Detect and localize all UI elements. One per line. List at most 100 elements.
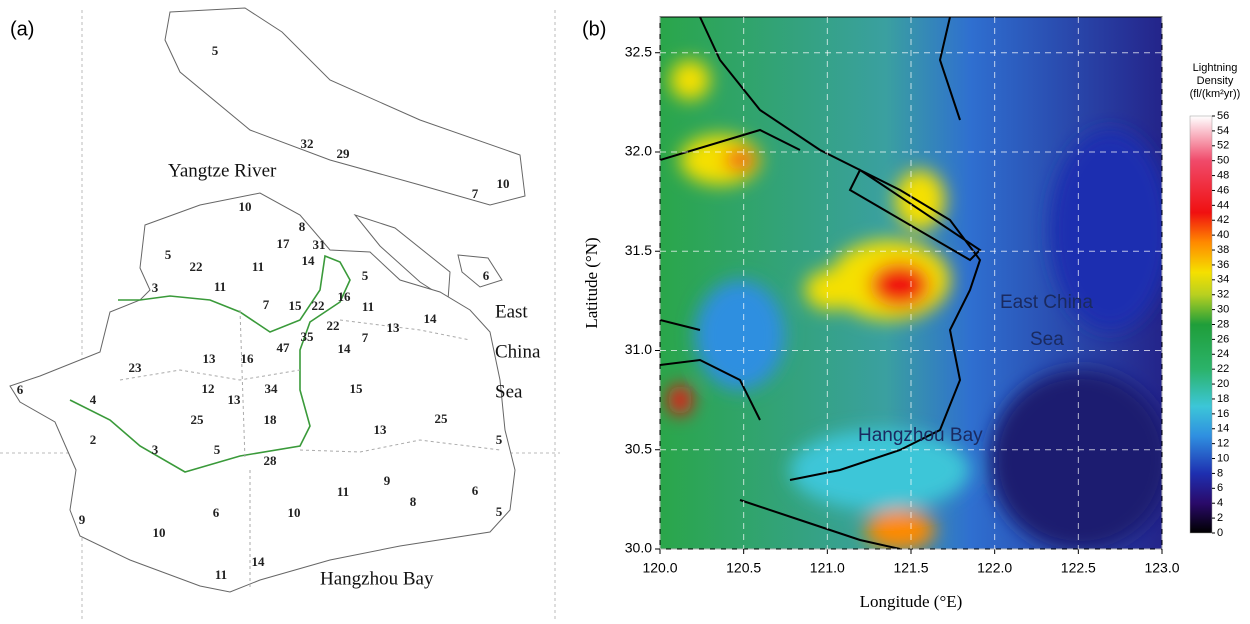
colorbar-tick-label: 4 xyxy=(1217,497,1223,509)
colorbar-tick-label: 52 xyxy=(1217,140,1229,152)
colorbar-tick-label: 32 xyxy=(1217,289,1229,301)
annotation: Sea xyxy=(1030,329,1064,350)
x-tick-label: 122.5 xyxy=(1061,560,1096,576)
y-tick-label: 32.0 xyxy=(625,143,652,159)
station-value: 11 xyxy=(214,279,226,294)
colorbar-tick-label: 56 xyxy=(1217,110,1229,122)
panel-b: (b) Latitude (°N) Longitude (°E) xyxy=(582,17,1240,611)
colorbar-title: (fl/(km²yr)) xyxy=(1190,88,1241,100)
colorbar-tick-label: 46 xyxy=(1217,184,1229,196)
station-value: 22 xyxy=(312,298,325,313)
station-value: 5 xyxy=(496,432,503,447)
colorbar-tick-label: 28 xyxy=(1217,318,1229,330)
station-value: 32 xyxy=(301,136,314,151)
colorbar xyxy=(1190,116,1212,533)
annotation: Hangzhou Bay xyxy=(320,568,434,589)
station-value: 10 xyxy=(153,525,166,540)
annotation: East China xyxy=(1000,292,1093,313)
mainland-outline xyxy=(10,193,515,592)
colorbar-tick-label: 26 xyxy=(1217,333,1229,345)
station-value: 6 xyxy=(17,382,24,397)
panel-a: (a) Yangtze River East China Sea Hangzho… xyxy=(0,8,560,619)
colorbar-tick-label: 54 xyxy=(1217,125,1229,137)
station-value: 10 xyxy=(239,199,252,214)
colorbar-tick-label: 44 xyxy=(1217,199,1229,211)
annotation: China xyxy=(495,341,541,362)
station-value: 15 xyxy=(289,298,303,313)
x-tick-label: 122.0 xyxy=(977,560,1012,576)
station-value: 13 xyxy=(374,422,388,437)
annotation: Hangzhou Bay xyxy=(858,425,983,446)
station-value: 11 xyxy=(362,299,374,314)
station-value: 5 xyxy=(214,442,221,457)
x-tick-label: 120.5 xyxy=(726,560,761,576)
station-value: 22 xyxy=(327,318,340,333)
colorbar-tick-label: 40 xyxy=(1217,229,1229,241)
station-value: 34 xyxy=(265,381,279,396)
x-tick-label: 121.0 xyxy=(810,560,845,576)
colorbar-tick-label: 24 xyxy=(1217,348,1229,360)
station-value: 14 xyxy=(252,554,266,569)
y-tick-label: 31.0 xyxy=(625,341,652,357)
station-value: 5 xyxy=(165,247,172,262)
colorbar-tick-label: 22 xyxy=(1217,363,1229,375)
station-value: 9 xyxy=(79,512,86,527)
colorbar-tick-label: 30 xyxy=(1217,304,1229,316)
island-outline xyxy=(458,255,502,287)
x-tick-label: 120.0 xyxy=(642,560,677,576)
station-value: 12 xyxy=(202,381,215,396)
colorbar-tick-label: 42 xyxy=(1217,214,1229,226)
station-value: 7 xyxy=(263,297,270,312)
station-value: 6 xyxy=(472,483,479,498)
station-value: 7 xyxy=(362,330,369,345)
station-value: 3 xyxy=(152,280,159,295)
colorbar-tick-label: 16 xyxy=(1217,408,1229,420)
station-value: 22 xyxy=(190,259,203,274)
annotation: Yangtze River xyxy=(168,160,277,181)
y-tick-label: 30.5 xyxy=(625,440,652,456)
colorbar-tick-label: 6 xyxy=(1217,482,1223,494)
station-value: 4 xyxy=(90,392,97,407)
station-value: 6 xyxy=(213,505,220,520)
x-axis-label: Longitude (°E) xyxy=(860,592,963,611)
annotation: East xyxy=(495,301,528,322)
colorbar-tick-label: 18 xyxy=(1217,393,1229,405)
station-value: 2 xyxy=(90,432,97,447)
station-value: 9 xyxy=(384,473,391,488)
station-value: 6 xyxy=(483,268,490,283)
annotation: Sea xyxy=(495,381,523,402)
station-value: 13 xyxy=(203,351,217,366)
y-tick-label: 31.5 xyxy=(625,242,652,258)
colorbar-title: Lightning xyxy=(1193,62,1238,74)
density-field xyxy=(660,17,1170,550)
station-value: 14 xyxy=(424,311,438,326)
x-tick-label: 123.0 xyxy=(1144,560,1179,576)
colorbar-tick-label: 38 xyxy=(1217,244,1229,256)
station-value: 18 xyxy=(264,412,278,427)
panel-label: (a) xyxy=(10,18,34,40)
station-value: 3 xyxy=(152,442,159,457)
colorbar-tick-label: 48 xyxy=(1217,169,1229,181)
colorbar-tick-label: 36 xyxy=(1217,259,1229,271)
station-value: 8 xyxy=(299,219,306,234)
station-value: 5 xyxy=(496,504,503,519)
station-value: 10 xyxy=(497,176,510,191)
colorbar-tick-label: 8 xyxy=(1217,467,1223,479)
station-value: 23 xyxy=(129,360,143,375)
station-value: 16 xyxy=(241,351,255,366)
station-value: 11 xyxy=(252,259,264,274)
colorbar-tick-label: 34 xyxy=(1217,274,1229,286)
panel-label: (b) xyxy=(582,18,606,40)
colorbar-tick-label: 12 xyxy=(1217,438,1229,450)
station-value: 31 xyxy=(313,237,326,252)
colorbar-tick-label: 10 xyxy=(1217,452,1229,464)
y-tick-label: 30.0 xyxy=(625,540,652,556)
y-tick-label: 32.5 xyxy=(625,43,652,59)
station-value: 8 xyxy=(410,494,417,509)
colorbar-title: Density xyxy=(1197,75,1234,87)
x-tick-label: 121.5 xyxy=(893,560,928,576)
station-value: 11 xyxy=(337,484,349,499)
colorbar-tick-label: 20 xyxy=(1217,378,1229,390)
station-value: 5 xyxy=(362,268,369,283)
figure: (a) Yangtze River East China Sea Hangzho… xyxy=(0,0,1250,619)
